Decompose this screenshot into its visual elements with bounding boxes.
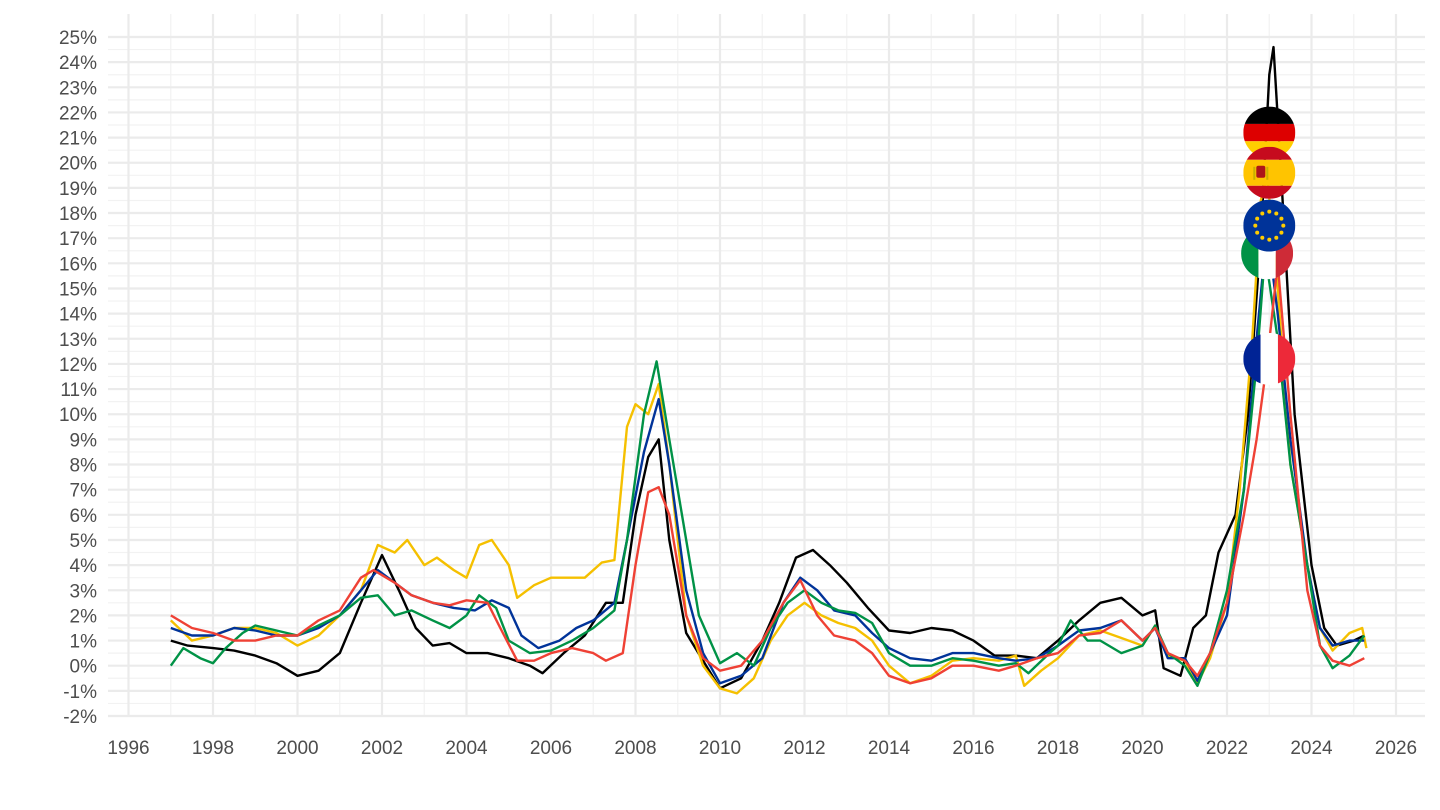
y-tick-label: 15% [59, 279, 97, 300]
flag-stripe-yellow [1243, 159, 1296, 186]
y-tick-label: 23% [59, 78, 97, 99]
y-tick-label: 11% [60, 380, 97, 401]
eu-star [1253, 223, 1258, 228]
series-line-france [170, 262, 1365, 685]
x-tick-label: 2020 [1121, 738, 1163, 759]
flag-marker-spain [1243, 146, 1296, 199]
eu-star [1255, 216, 1260, 221]
x-tick-label: 2008 [614, 738, 656, 759]
eu-star [1281, 223, 1286, 228]
y-tick-label: 22% [59, 103, 97, 124]
x-tick-label: 2006 [530, 738, 572, 759]
x-tick-label: 2012 [783, 738, 825, 759]
flag-stripe-red-bottom [1243, 185, 1296, 199]
x-tick-label: 2022 [1206, 738, 1248, 759]
y-tick-label: -1% [63, 682, 97, 703]
eu-star [1279, 230, 1284, 235]
x-tick-label: 2002 [361, 738, 403, 759]
y-tick-label: -2% [63, 707, 97, 728]
series-line-italy [169, 252, 1366, 687]
flag-marker-eu [1243, 199, 1296, 252]
y-tick-label: 12% [59, 355, 97, 376]
y-tick-label: 3% [70, 581, 98, 602]
flag-field-blue [1243, 199, 1296, 252]
y-tick-label: 4% [70, 556, 98, 577]
eu-star [1274, 235, 1279, 240]
y-tick-label: 19% [59, 179, 97, 200]
y-tick-label: 7% [70, 481, 98, 502]
x-tick-label: 2016 [952, 738, 994, 759]
flag-stripe-white [1260, 332, 1278, 385]
flag-stripe-black [1243, 106, 1296, 124]
eu-star [1279, 216, 1284, 221]
france-flag-fill [1243, 332, 1296, 385]
x-tick-label: 2010 [699, 738, 741, 759]
y-tick-label: 6% [70, 506, 98, 527]
x-tick-label: 2018 [1037, 738, 1079, 759]
coat-of-arms-shield [1256, 165, 1266, 178]
x-tick-label: 1996 [107, 738, 149, 759]
y-tick-label: 5% [70, 531, 98, 552]
y-axis-tick-labels: -2% -1% 0% 1% 2% 3% 4% 5% 6% 7% 8% 9% 10% 11% 12% 13% 14… [59, 28, 97, 728]
y-tick-label: 14% [59, 305, 97, 326]
coat-of-arms-pillar [1253, 166, 1256, 180]
y-tick-label: 2% [70, 606, 98, 627]
eu-flag-fill [1243, 199, 1296, 252]
flag-marker-france [1243, 332, 1296, 385]
major-gridlines [108, 14, 1425, 718]
y-tick-label: 21% [59, 129, 97, 150]
eu-star [1267, 209, 1272, 214]
y-tick-label: 17% [59, 229, 97, 250]
x-tick-label: 2024 [1290, 738, 1333, 759]
y-tick-label: 24% [59, 53, 97, 74]
y-tick-label: 16% [59, 254, 97, 275]
eu-star [1274, 211, 1279, 216]
x-tick-label: 2004 [445, 738, 488, 759]
y-tick-label: 9% [70, 430, 98, 451]
eu-star [1260, 211, 1265, 216]
flag-stripe-red [1243, 123, 1296, 142]
y-tick-label: 10% [59, 405, 97, 426]
flag-markers [1241, 106, 1296, 385]
x-tick-label: 2026 [1375, 738, 1417, 759]
flag-stripe-blue [1243, 332, 1261, 385]
x-tick-label: 1998 [192, 738, 234, 759]
x-tick-label: 2000 [276, 738, 318, 759]
eu-star [1260, 235, 1265, 240]
y-tick-label: 18% [59, 204, 97, 225]
eu-star [1255, 230, 1260, 235]
y-tick-label: 13% [59, 330, 97, 351]
y-tick-label: 1% [70, 632, 98, 653]
y-tick-label: 20% [59, 154, 97, 175]
y-tick-label: 25% [59, 28, 97, 49]
flag-stripe-red [1277, 332, 1296, 385]
x-axis-tick-labels: 1996 1998 2000 2002 2004 2006 2008 2010 2012 2014… [107, 738, 1417, 759]
coat-of-arms-pillar [1266, 166, 1269, 180]
y-tick-label: 0% [70, 657, 98, 678]
y-tick-label: 8% [70, 456, 98, 477]
spain-flag-fill [1243, 146, 1296, 199]
eu-star [1267, 237, 1272, 242]
series-line-germany [170, 45, 1365, 690]
series-lines [169, 45, 1368, 695]
x-tick-label: 2014 [868, 738, 911, 759]
